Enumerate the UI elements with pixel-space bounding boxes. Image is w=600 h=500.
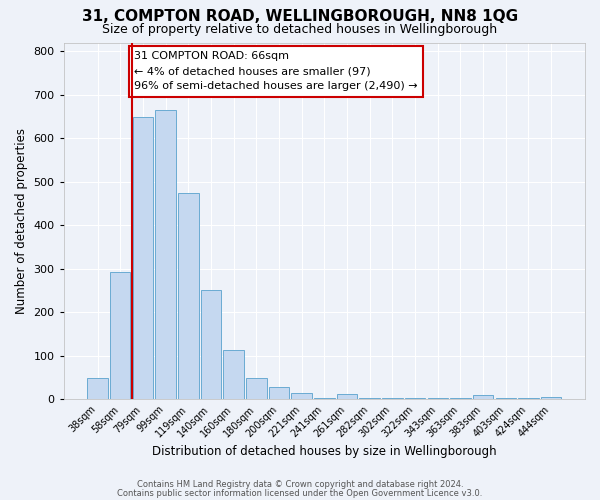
X-axis label: Distribution of detached houses by size in Wellingborough: Distribution of detached houses by size … [152,444,497,458]
Bar [473,395,493,399]
Bar [382,398,403,399]
Bar [155,110,176,399]
Text: 31, COMPTON ROAD, WELLINGBOROUGH, NN8 1QG: 31, COMPTON ROAD, WELLINGBOROUGH, NN8 1Q… [82,9,518,24]
Bar [450,398,470,399]
Bar [496,398,516,399]
Bar [292,393,312,399]
Text: Contains public sector information licensed under the Open Government Licence v3: Contains public sector information licen… [118,489,482,498]
Bar [518,398,539,399]
Bar [178,192,199,399]
Bar [337,394,357,399]
Bar [223,350,244,399]
Bar [88,378,108,399]
Text: 31 COMPTON ROAD: 66sqm
← 4% of detached houses are smaller (97)
96% of semi-deta: 31 COMPTON ROAD: 66sqm ← 4% of detached … [134,52,418,91]
Bar [428,398,448,399]
Bar [359,398,380,399]
Bar [201,290,221,399]
Bar [314,398,335,399]
Text: Size of property relative to detached houses in Wellingborough: Size of property relative to detached ho… [103,22,497,36]
Bar [405,398,425,399]
Bar [269,387,289,399]
Bar [133,118,153,399]
Bar [541,397,562,399]
Bar [110,272,130,399]
Y-axis label: Number of detached properties: Number of detached properties [15,128,28,314]
Text: Contains HM Land Registry data © Crown copyright and database right 2024.: Contains HM Land Registry data © Crown c… [137,480,463,489]
Bar [246,378,266,399]
